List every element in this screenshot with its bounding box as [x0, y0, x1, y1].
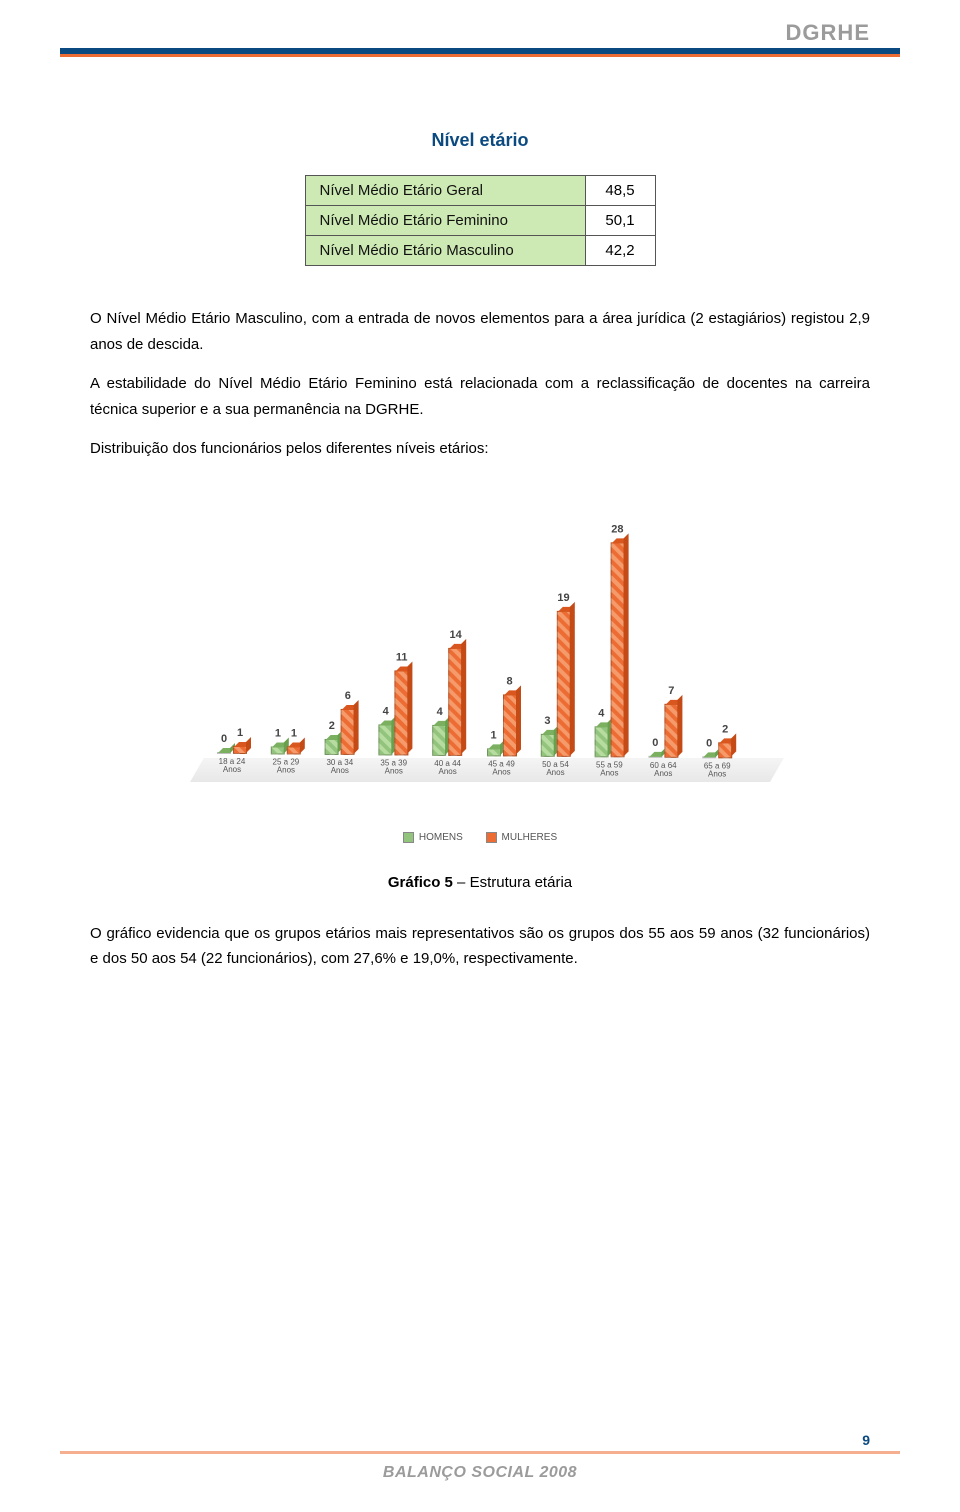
- bar-mulheres: 11: [395, 671, 409, 755]
- body-paragraph: Distribuição dos funcionários pelos dife…: [90, 436, 870, 462]
- table-cell-label: Nível Médio Etário Masculino: [305, 236, 585, 266]
- bar-mulheres: 7: [664, 704, 678, 758]
- page: DGRHE Nível etário Nível Médio Etário Ge…: [0, 0, 960, 1512]
- bar-group: 02: [695, 742, 739, 757]
- bar-value-label: 4: [437, 706, 443, 718]
- legend-swatch-mulheres: [486, 832, 497, 843]
- bar-group: 319: [533, 611, 577, 757]
- bar-homens: 4: [594, 726, 608, 757]
- bar-value-label: 6: [345, 689, 351, 701]
- bar-mulheres: 14: [449, 648, 463, 755]
- bar-homens: 2: [325, 739, 339, 754]
- page-number: 9: [862, 1432, 870, 1448]
- bar-value-label: 1: [291, 727, 297, 739]
- footer-title: BALANÇO SOCIAL 2008: [0, 1464, 960, 1482]
- bar-value-label: 4: [598, 707, 604, 719]
- bar-value-label: 1: [275, 727, 281, 739]
- bar-group: 26: [318, 708, 362, 754]
- bar-homens: 4: [433, 725, 447, 756]
- bar-value-label: 11: [396, 652, 408, 664]
- table-row: Nível Médio Etário Feminino 50,1: [305, 206, 655, 236]
- body-paragraph: A estabilidade do Nível Médio Etário Fem…: [90, 371, 870, 422]
- legend-label-mulheres: MULHERES: [502, 832, 558, 843]
- chart-caption: Gráfico 5 – Estrutura etária: [90, 874, 870, 891]
- chart-bars-container: 011126411414183194280702: [210, 504, 750, 754]
- table-cell-label: Nível Médio Etário Feminino: [305, 206, 585, 236]
- bar-value-label: 8: [506, 676, 512, 688]
- body-paragraph: O Nível Médio Etário Masculino, com a en…: [90, 306, 870, 357]
- bar-value-label: 19: [557, 592, 569, 604]
- bar-group: 11: [264, 746, 308, 754]
- bar-value-label: 2: [329, 720, 335, 732]
- legend-swatch-homens: [403, 832, 414, 843]
- bar-homens: 0: [217, 752, 231, 754]
- bar-value-label: 14: [450, 629, 462, 641]
- x-axis-label: 35 a 39Anos: [372, 759, 416, 809]
- bar-value-label: 0: [221, 733, 227, 745]
- chart-x-axis: 18 a 24Anos25 a 29Anos30 a 34Anos35 a 39…: [210, 758, 750, 808]
- bar-homens: 1: [271, 746, 285, 754]
- bar-homens: 4: [379, 724, 393, 755]
- content-area: Nível etário Nível Médio Etário Geral 48…: [90, 130, 870, 972]
- bar-value-label: 1: [490, 729, 496, 741]
- bar-group: 18: [480, 695, 524, 756]
- header-rule: [60, 48, 900, 54]
- bar-group: 01: [210, 746, 254, 754]
- table-cell-label: Nível Médio Etário Geral: [305, 176, 585, 206]
- bar-value-label: 2: [722, 723, 728, 735]
- bar-value-label: 0: [652, 736, 658, 748]
- x-axis-label: 60 a 64Anos: [641, 761, 685, 811]
- x-axis-label: 30 a 34Anos: [318, 758, 362, 808]
- bar-value-label: 7: [668, 685, 674, 697]
- bar-mulheres: 19: [556, 611, 570, 757]
- x-axis-label: 45 a 49Anos: [480, 760, 524, 810]
- bar-value-label: 1: [237, 727, 243, 739]
- bar-value-label: 28: [611, 523, 623, 535]
- bar-group: 414: [426, 648, 470, 755]
- legend-label-homens: HOMENS: [419, 832, 463, 843]
- bar-homens: 1: [487, 748, 501, 756]
- x-axis-label: 65 a 69Anos: [695, 762, 739, 812]
- section-title: Nível etário: [90, 130, 870, 151]
- bar-value-label: 4: [383, 705, 389, 717]
- bar-mulheres: 28: [610, 542, 624, 757]
- bar-group: 07: [641, 704, 685, 758]
- bar-mulheres: 1: [233, 746, 247, 754]
- legend-item-mulheres: MULHERES: [486, 832, 558, 843]
- table-cell-value: 50,1: [585, 206, 655, 236]
- bar-group: 428: [587, 542, 631, 757]
- chart-caption-rest: – Estrutura etária: [453, 874, 572, 891]
- table-cell-value: 48,5: [585, 176, 655, 206]
- nivel-etario-table: Nível Médio Etário Geral 48,5 Nível Médi…: [305, 175, 656, 266]
- table-row: Nível Médio Etário Masculino 42,2: [305, 236, 655, 266]
- footer-rule: [60, 1451, 900, 1454]
- legend-item-homens: HOMENS: [403, 832, 463, 843]
- bar-homens: 3: [540, 733, 554, 756]
- chart-legend: HOMENS MULHERES: [90, 832, 870, 846]
- bar-mulheres: 8: [503, 695, 517, 756]
- bar-mulheres: 6: [341, 708, 355, 754]
- x-axis-label: 25 a 29Anos: [264, 758, 308, 808]
- bar-mulheres: 1: [287, 746, 301, 754]
- x-axis-label: 18 a 24Anos: [210, 758, 254, 808]
- x-axis-label: 50 a 54Anos: [533, 760, 577, 810]
- x-axis-label: 40 a 44Anos: [426, 759, 470, 809]
- age-distribution-chart: 011126411414183194280702 18 a 24Anos25 a…: [190, 482, 770, 822]
- bar-value-label: 0: [706, 737, 712, 749]
- bar-group: 411: [372, 671, 416, 755]
- body-paragraph: O gráfico evidencia que os grupos etário…: [90, 921, 870, 972]
- x-axis-label: 55 a 59Anos: [587, 761, 631, 811]
- bar-mulheres: 2: [718, 742, 732, 757]
- table-row: Nível Médio Etário Geral 48,5: [305, 176, 655, 206]
- header-logo: DGRHE: [786, 20, 870, 46]
- table-cell-value: 42,2: [585, 236, 655, 266]
- chart-caption-prefix: Gráfico 5: [388, 874, 453, 891]
- bar-value-label: 3: [544, 714, 550, 726]
